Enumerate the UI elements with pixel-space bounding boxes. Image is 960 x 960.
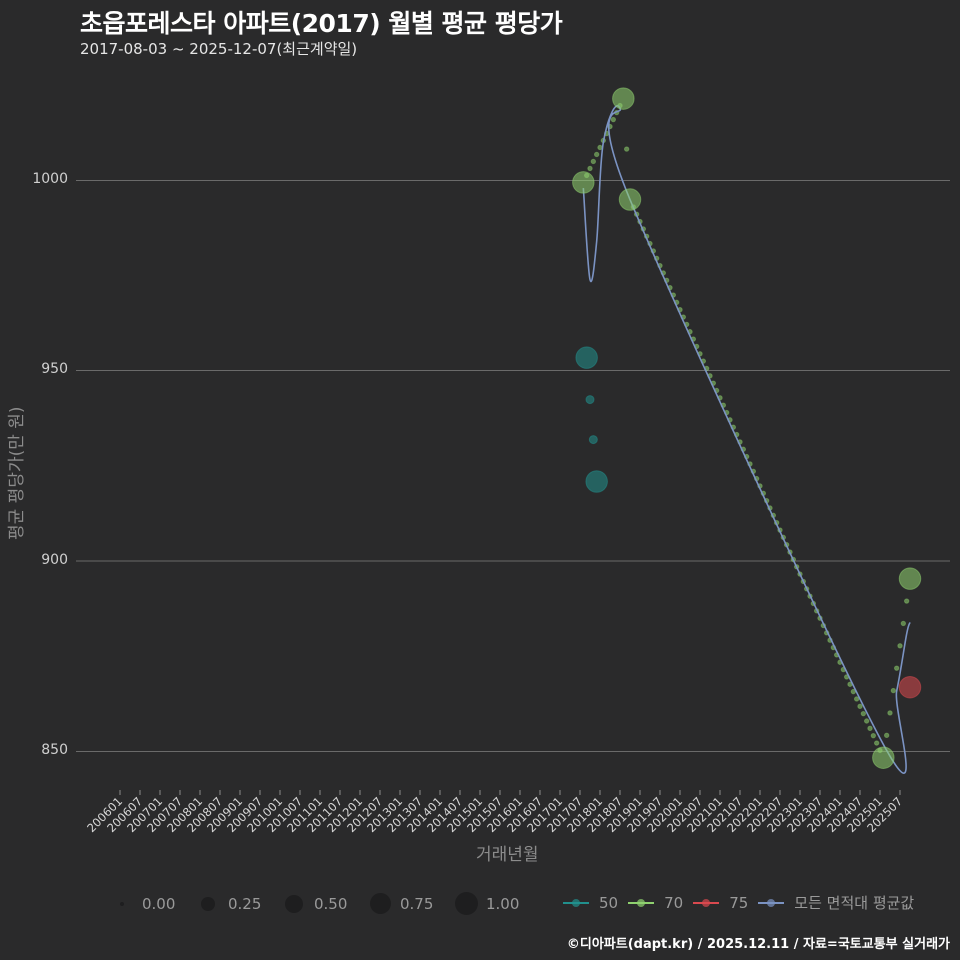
interpolated-point (903, 598, 910, 604)
y-tick-label: 850 (41, 742, 68, 758)
data-point (612, 87, 635, 110)
size-swatch-icon (120, 901, 124, 906)
size-swatch-icon (369, 893, 391, 914)
size-legend-item: 0.25 (196, 895, 282, 913)
interpolated-point (623, 146, 630, 152)
interpolated-point (853, 696, 860, 702)
interpolated-point (863, 718, 870, 724)
size-legend-label: 1.00 (486, 894, 520, 913)
average-line (582, 105, 911, 774)
size-swatch-icon (454, 892, 478, 915)
line-swatch-icon (758, 896, 785, 910)
y-tick-label: 950 (41, 361, 68, 377)
interpolated-point (887, 710, 893, 716)
x-axis-label: 거래년월 (476, 845, 539, 865)
color-legend-item: 50 (563, 894, 618, 912)
size-swatch-icon (201, 896, 215, 911)
data-point (618, 188, 642, 211)
color-legend-item: 70 (628, 894, 683, 912)
data-point (898, 675, 922, 699)
interpolated-point (610, 116, 617, 123)
size-legend-item: 0.75 (368, 893, 454, 914)
data-point (588, 435, 598, 445)
line-swatch-icon (628, 896, 655, 910)
size-legend-label: 0.25 (228, 894, 262, 913)
chart-subtitle: 2017-08-03 ~ 2025-12-07(최근계약일) (80, 40, 358, 58)
line-swatch-icon (693, 896, 720, 910)
interpolated-point (890, 687, 897, 694)
line-swatch-icon (563, 896, 589, 910)
size-legend-label: 0.50 (314, 894, 348, 913)
size-legend-label: 0.00 (142, 894, 176, 913)
interpolated-point (597, 144, 603, 151)
interpolated-point (893, 665, 900, 671)
size-swatch-icon (285, 894, 303, 913)
interpolated-point (897, 643, 903, 649)
size-legend-item: 0.00 (110, 895, 196, 913)
color-legend-label: 70 (664, 893, 684, 912)
interpolated-point (873, 740, 880, 746)
color-legend: 50 70 75 모든 면적대 평균값 (563, 892, 924, 913)
size-legend-item: 0.50 (282, 894, 368, 913)
color-legend-item: 모든 면적대 평균값 (758, 892, 914, 913)
interpolated-point (867, 725, 873, 732)
data-point (898, 567, 922, 590)
color-legend-item: 75 (693, 894, 748, 912)
interpolated-point (883, 732, 890, 739)
size-legend-item: 1.00 (454, 892, 540, 915)
interpolated-point (900, 620, 907, 627)
data-point (572, 171, 595, 194)
interpolated-point (860, 710, 867, 717)
chart-title: 초읍포레스타 아파트(2017) 월별 평균 평당가 (80, 9, 563, 38)
data-point (585, 395, 595, 405)
data-series (572, 87, 922, 774)
x-axis-ticks: 2006012006072007012007072008012008072009… (84, 790, 905, 835)
y-tick-label: 900 (41, 552, 68, 568)
size-legend: 0.00 0.25 0.50 0.75 1.00 (110, 892, 540, 915)
interpolated-point (870, 732, 877, 739)
interpolated-point (590, 158, 597, 165)
y-tick-label: 1000 (32, 171, 68, 187)
size-legend-label: 0.75 (400, 894, 434, 913)
color-legend-label: 75 (729, 893, 749, 912)
data-point (585, 470, 608, 493)
data-point (575, 346, 598, 369)
color-legend-label: 모든 면적대 평균값 (794, 894, 915, 912)
footer-credit: ©디아파트(dapt.kr) / 2025.12.11 / 자료=국토교통부 실… (566, 937, 950, 952)
interpolated-point (587, 165, 593, 172)
gridlines (76, 180, 950, 752)
interpolated-point (857, 703, 863, 710)
color-legend-label: 50 (599, 893, 619, 912)
interpolated-point (593, 151, 600, 158)
data-point (872, 746, 895, 769)
